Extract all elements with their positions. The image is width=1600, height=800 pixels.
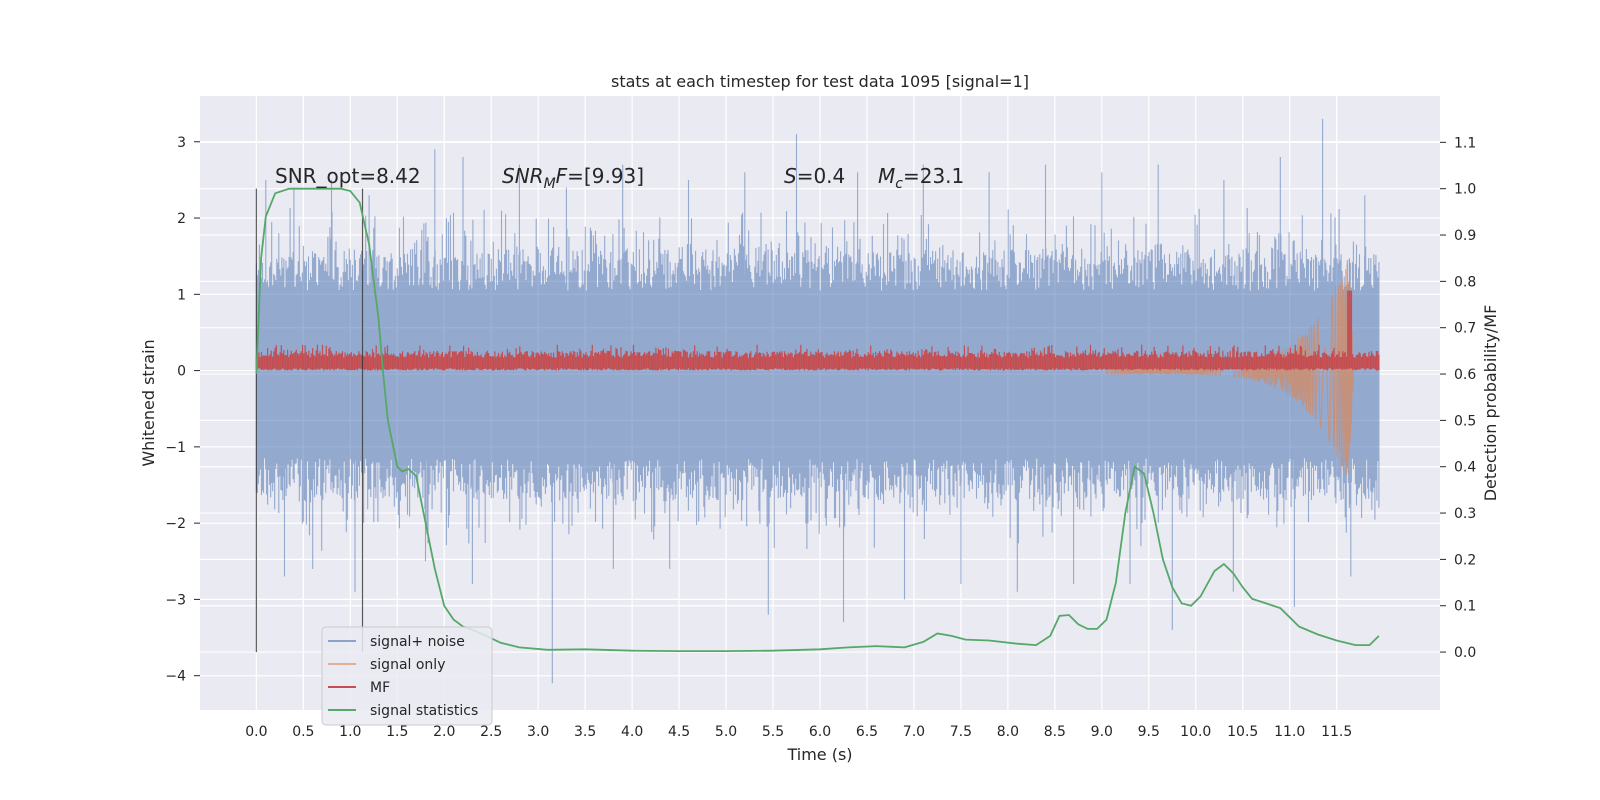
y2-tick-label: 0.3 xyxy=(1454,506,1476,522)
x-tick-label: 6.5 xyxy=(856,724,878,740)
y-tick-label: 0 xyxy=(177,364,186,380)
x-tick-label: 6.0 xyxy=(809,724,831,740)
y-tick-label: −1 xyxy=(165,440,186,456)
y2-tick-label: 0.2 xyxy=(1454,552,1476,568)
axes: 0.0 0.5 1.0 1.5 2.0 2.5 3.0 3.5 4.0 4.5 5.0 5.5 6.0 6… xyxy=(165,135,1476,740)
y2-tick-label: 0.7 xyxy=(1454,321,1476,337)
annotation-snr-opt: SNR_opt=8.42 xyxy=(275,164,421,188)
series-layer xyxy=(255,118,1380,684)
annotations: SNR_opt=8.42 SNRMF=[9.93] S=0.4 Mc=23.1 xyxy=(275,164,964,192)
x-tick-label: 9.5 xyxy=(1138,724,1160,740)
y2-tick-label: 0.4 xyxy=(1454,460,1476,476)
y2-tick-label: 0.8 xyxy=(1454,274,1476,290)
y2-axis-title: Detection probability/MF xyxy=(1481,305,1500,502)
x-tick-label: 9.0 xyxy=(1091,724,1113,740)
x-axis-title: Time (s) xyxy=(786,745,852,764)
x-tick-label: 1.0 xyxy=(339,724,361,740)
x-tick-label: 2.0 xyxy=(433,724,455,740)
x-tick-label: 3.0 xyxy=(527,724,549,740)
x-tick-label: 0.0 xyxy=(245,724,267,740)
y-axis-title: Whitened strain xyxy=(139,339,158,466)
y-tick-label: −2 xyxy=(165,516,186,532)
x-tick-label: 3.5 xyxy=(574,724,596,740)
x-tick-label: 0.5 xyxy=(292,724,314,740)
y2-tick-label: 0.9 xyxy=(1454,228,1476,244)
x-tick-label: 7.5 xyxy=(950,724,972,740)
y-tick-label: −3 xyxy=(165,592,186,608)
x-tick-label: 5.0 xyxy=(715,724,737,740)
legend-label: signal+ noise xyxy=(370,634,465,650)
x-tick-label: 11.0 xyxy=(1274,724,1305,740)
annotation-s: S=0.4 xyxy=(784,164,845,188)
x-tick-label: 5.5 xyxy=(762,724,784,740)
y-tick-label: 3 xyxy=(177,135,186,151)
y-tick-label: 2 xyxy=(177,211,186,227)
y2-tick-label: 0.5 xyxy=(1454,413,1476,429)
x-tick-label: 2.5 xyxy=(480,724,502,740)
y-tick-label: 1 xyxy=(177,287,186,303)
x-tick-label: 8.0 xyxy=(997,724,1019,740)
y2-tick-label: 1.1 xyxy=(1454,135,1476,151)
y2-tick-label: 0.6 xyxy=(1454,367,1476,383)
legend-box xyxy=(321,626,493,726)
x-tick-label: 10.5 xyxy=(1227,724,1258,740)
y-tick-label: −4 xyxy=(165,669,186,685)
legend: signal+ noise signal only MF signal statist… xyxy=(321,626,493,726)
chart-title: stats at each timestep for test data 109… xyxy=(611,72,1029,91)
x-tick-label: 11.5 xyxy=(1321,724,1352,740)
x-tick-label: 4.0 xyxy=(621,724,643,740)
legend-label: signal statistics xyxy=(370,703,478,719)
y2-tick-label: 0.1 xyxy=(1454,599,1476,615)
x-tick-label: 1.5 xyxy=(386,724,408,740)
x-tick-label: 10.0 xyxy=(1180,724,1211,740)
annotation-mc: Mc=23.1 xyxy=(878,164,964,192)
legend-label: MF xyxy=(370,680,390,696)
x-tick-label: 4.5 xyxy=(668,724,690,740)
x-tick-label: 8.5 xyxy=(1044,724,1066,740)
y2-tick-label: 0.0 xyxy=(1454,645,1476,661)
signal-statistics-line xyxy=(255,187,1380,652)
x-tick-label: 7.0 xyxy=(903,724,925,740)
annotation-snr-mf: SNRMF=[9.93] xyxy=(502,164,644,192)
y2-tick-label: 1.0 xyxy=(1454,182,1476,198)
legend-label: signal only xyxy=(370,657,445,673)
